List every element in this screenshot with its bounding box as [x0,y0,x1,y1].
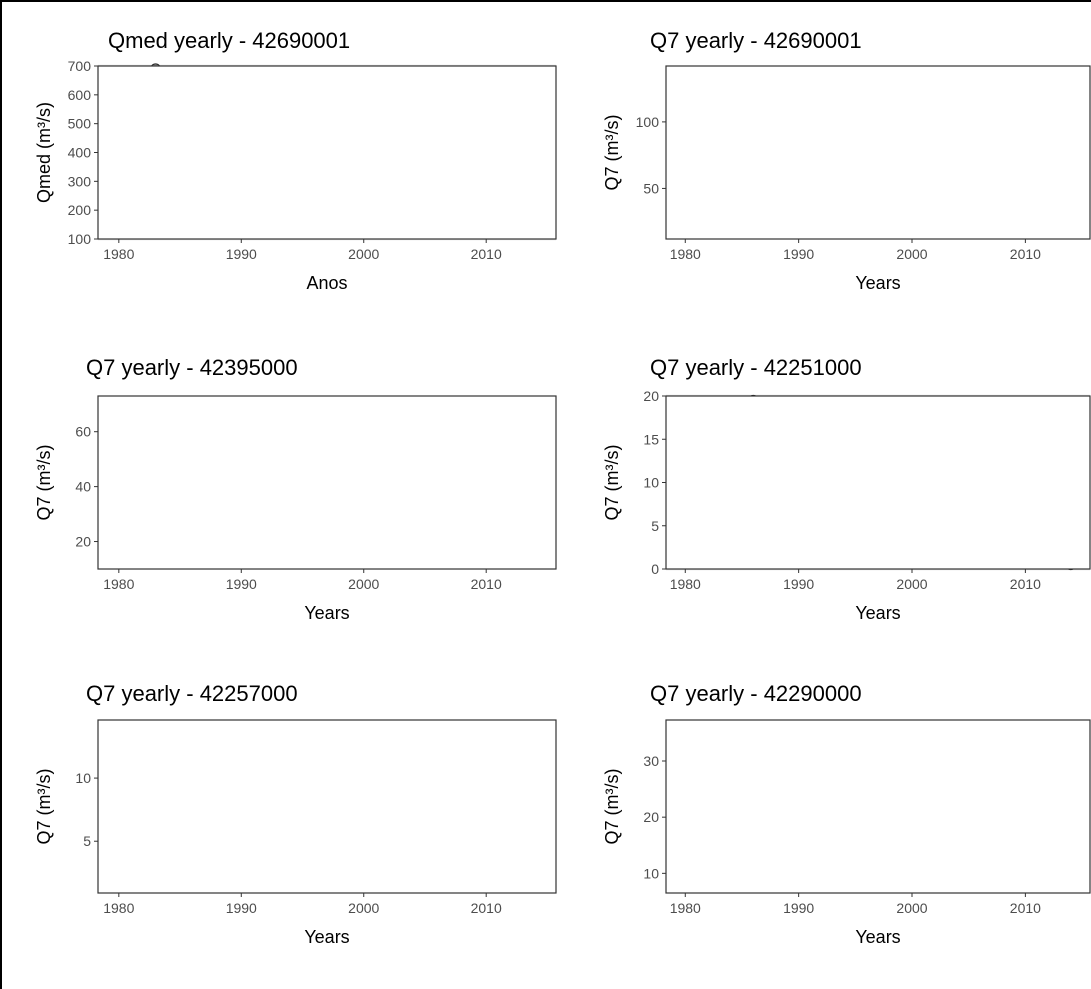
chart-panel-3: 1980 1990 2000 2010 20 40 60 Q7 yearly - 423950… [34,355,557,623]
y-tick-label: 10 [643,475,659,491]
y-tick-label: 5 [651,518,659,534]
x-tick-label: 2010 [471,246,502,262]
x-tick-label: 1990 [226,576,257,592]
x-axis-label: Years [304,603,349,623]
y-axis-label: Q7 (m³/s) [602,769,622,845]
x-axis-label: Years [855,273,900,293]
y-axis-label: Q7 (m³/s) [602,445,622,521]
x-tick-label: 2010 [1010,246,1041,262]
chart-title: Q7 yearly - 42257000 [86,681,298,706]
y-tick-label: 400 [68,145,92,161]
y-tick-label: 300 [68,173,92,189]
plot-border [665,395,1091,570]
y-tick-label: 50 [643,180,659,196]
x-tick-label: 2000 [896,576,927,592]
x-tick-label: 1980 [670,900,701,916]
chart-title: Q7 yearly - 42251000 [650,355,862,380]
x-tick-label: 1990 [226,246,257,262]
x-tick-label: 1980 [103,576,134,592]
y-tick-label: 20 [643,388,659,404]
x-axis-label: Years [855,603,900,623]
x-tick-label: 1980 [103,900,134,916]
plot-border [97,65,557,240]
chart-panel-2: 1980 1990 2000 2010 50 100 Q7 yearly - 4269000… [602,28,1091,293]
x-tick-label: 1990 [783,246,814,262]
x-tick-label: 2000 [348,900,379,916]
x-tick-label: 1990 [226,900,257,916]
x-tick-label: 2010 [471,576,502,592]
y-tick-label: 0 [651,561,659,577]
x-tick-label: 1990 [783,900,814,916]
x-tick-label: 2000 [896,900,927,916]
chart-panel-5: 1980 1990 2000 2010 5 10 Q7 yearly - 42257000 Y… [34,681,557,947]
plot-border [97,395,557,570]
y-tick-label: 500 [68,116,92,132]
x-tick-label: 1980 [103,246,134,262]
y-tick-label: 200 [68,202,92,218]
y-tick-label: 600 [68,87,92,103]
x-tick-label: 2000 [348,576,379,592]
chart-panel-4: 1980 1990 2000 2010 0 5 10 15 20 Q7 yearly - 4225… [602,355,1091,623]
y-axis-label: Q7 (m³/s) [602,115,622,191]
plot-border [97,719,557,894]
chart-panels: 1980 1990 2000 2010100200300400500600700Qme… [34,28,1091,947]
plot-border [665,65,1091,240]
y-tick-label: 10 [643,865,659,881]
y-tick-label: 20 [75,534,91,550]
x-axis-label: Years [855,927,900,947]
y-axis-label: Qmed (m³/s) [34,102,54,203]
chart-title: Qmed yearly - 42690001 [108,28,350,53]
chart-title: Q7 yearly - 42395000 [86,355,298,380]
x-tick-label: 2010 [471,900,502,916]
x-tick-label: 2000 [896,246,927,262]
y-tick-label: 5 [83,833,91,849]
y-tick-label: 100 [68,231,92,247]
x-tick-label: 1980 [670,246,701,262]
x-tick-label: 2000 [348,246,379,262]
y-tick-label: 60 [75,424,91,440]
x-axis-label: Anos [306,273,347,293]
y-tick-label: 20 [643,809,659,825]
y-axis-label: Q7 (m³/s) [34,769,54,845]
plot-border [665,719,1091,894]
chart-title: Q7 yearly - 42290000 [650,681,862,706]
chart-title: Q7 yearly - 42690001 [650,28,862,53]
y-tick-label: 100 [636,114,660,130]
x-tick-label: 2010 [1010,576,1041,592]
x-tick-label: 1990 [783,576,814,592]
chart-panel-1: 1980 1990 2000 2010 100 200 300 400 500 600 700 Qme… [34,28,557,293]
x-axis-label: Years [304,927,349,947]
y-tick-label: 40 [75,479,91,495]
x-tick-label: 2010 [1010,900,1041,916]
y-tick-label: 10 [75,770,91,786]
x-tick-label: 1980 [670,576,701,592]
y-tick-label: 15 [643,431,659,447]
y-tick-label: 700 [68,58,92,74]
y-tick-label: 30 [643,753,659,769]
y-axis-label: Q7 (m³/s) [34,445,54,521]
